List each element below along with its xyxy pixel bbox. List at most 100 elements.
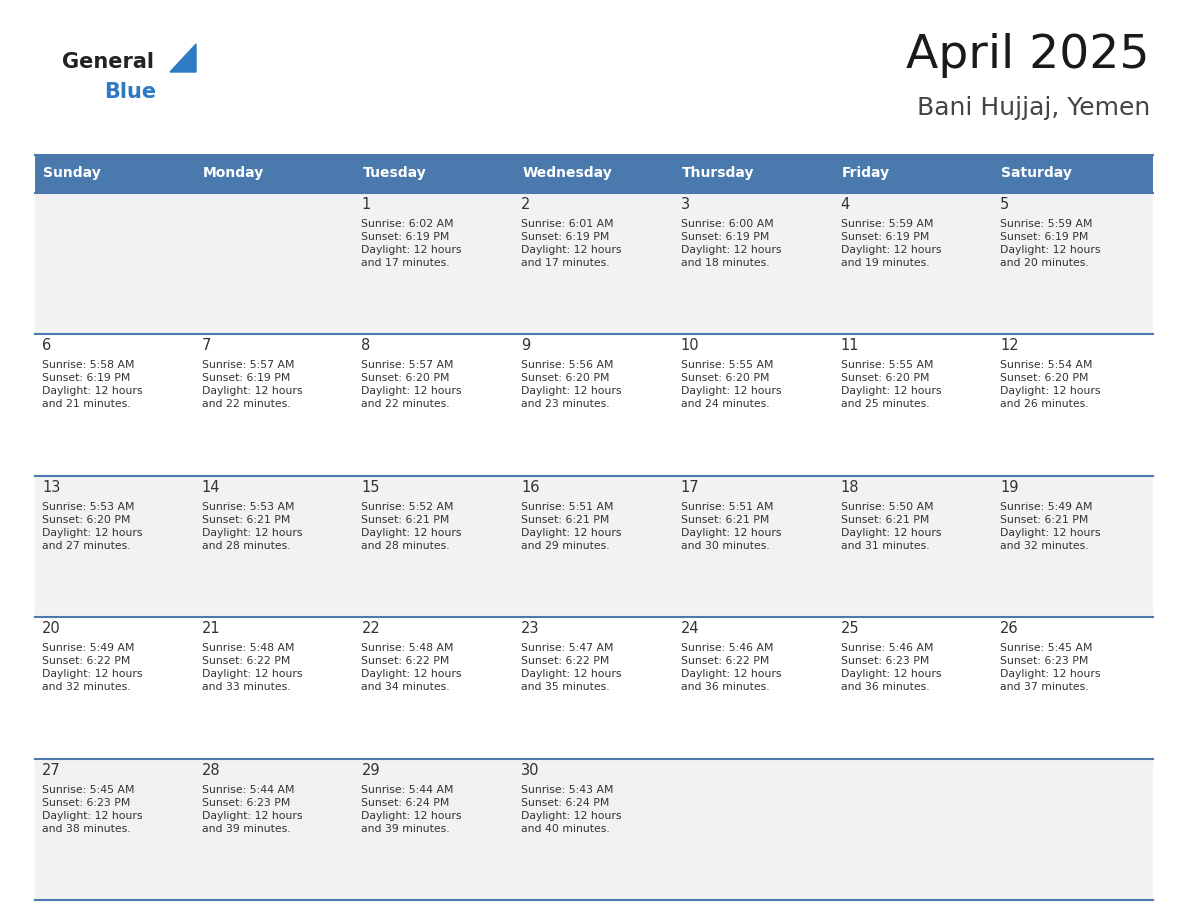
Text: Sunrise: 5:50 AM: Sunrise: 5:50 AM: [841, 502, 934, 512]
Bar: [514, 334, 674, 476]
Bar: [34, 758, 195, 900]
Bar: [674, 334, 834, 476]
Text: and 34 minutes.: and 34 minutes.: [361, 682, 450, 692]
Text: Sunrise: 6:00 AM: Sunrise: 6:00 AM: [681, 219, 773, 229]
Text: Sunset: 6:21 PM: Sunset: 6:21 PM: [202, 515, 290, 525]
Text: 6: 6: [42, 339, 51, 353]
Text: Sunrise: 5:52 AM: Sunrise: 5:52 AM: [361, 502, 454, 512]
Bar: [514, 193, 674, 334]
Text: Sunrise: 5:49 AM: Sunrise: 5:49 AM: [1000, 502, 1093, 512]
Text: Sunset: 6:24 PM: Sunset: 6:24 PM: [361, 798, 450, 808]
Bar: [993, 476, 1154, 617]
Text: Sunset: 6:22 PM: Sunset: 6:22 PM: [42, 656, 131, 666]
Text: Sunrise: 5:53 AM: Sunrise: 5:53 AM: [202, 502, 295, 512]
Text: 10: 10: [681, 339, 700, 353]
Text: Sunset: 6:20 PM: Sunset: 6:20 PM: [841, 374, 929, 384]
Text: Sunset: 6:22 PM: Sunset: 6:22 PM: [681, 656, 770, 666]
Text: Sunset: 6:19 PM: Sunset: 6:19 PM: [841, 232, 929, 242]
Text: 28: 28: [202, 763, 220, 778]
Text: Wednesday: Wednesday: [523, 166, 612, 180]
Text: and 39 minutes.: and 39 minutes.: [202, 823, 290, 834]
Bar: [993, 758, 1154, 900]
Text: Sunset: 6:19 PM: Sunset: 6:19 PM: [1000, 232, 1088, 242]
Text: 21: 21: [202, 621, 220, 636]
Text: Daylight: 12 hours: Daylight: 12 hours: [1000, 245, 1101, 255]
Text: and 21 minutes.: and 21 minutes.: [42, 399, 131, 409]
Text: and 32 minutes.: and 32 minutes.: [1000, 541, 1089, 551]
Bar: [834, 334, 993, 476]
Bar: [34, 334, 195, 476]
Text: Sunrise: 5:54 AM: Sunrise: 5:54 AM: [1000, 361, 1093, 370]
Text: 30: 30: [522, 763, 539, 778]
Text: and 32 minutes.: and 32 minutes.: [42, 682, 131, 692]
Text: Saturday: Saturday: [1001, 166, 1072, 180]
Text: 3: 3: [681, 197, 690, 212]
Text: Sunset: 6:21 PM: Sunset: 6:21 PM: [681, 515, 770, 525]
Text: and 25 minutes.: and 25 minutes.: [841, 399, 929, 409]
Text: 9: 9: [522, 339, 530, 353]
Text: and 22 minutes.: and 22 minutes.: [361, 399, 450, 409]
Text: Sunrise: 5:48 AM: Sunrise: 5:48 AM: [361, 644, 454, 654]
Bar: [993, 334, 1154, 476]
Text: Sunrise: 5:47 AM: Sunrise: 5:47 AM: [522, 644, 614, 654]
Text: Sunrise: 5:45 AM: Sunrise: 5:45 AM: [42, 785, 134, 795]
Text: Daylight: 12 hours: Daylight: 12 hours: [361, 386, 462, 397]
Text: Daylight: 12 hours: Daylight: 12 hours: [42, 669, 143, 679]
Bar: [34, 617, 195, 758]
Bar: [674, 758, 834, 900]
Text: and 37 minutes.: and 37 minutes.: [1000, 682, 1089, 692]
Text: Daylight: 12 hours: Daylight: 12 hours: [361, 811, 462, 821]
Text: Bani Hujjaj, Yemen: Bani Hujjaj, Yemen: [917, 96, 1150, 120]
Text: Sunset: 6:21 PM: Sunset: 6:21 PM: [1000, 515, 1088, 525]
Text: and 31 minutes.: and 31 minutes.: [841, 541, 929, 551]
Text: 5: 5: [1000, 197, 1010, 212]
Text: 23: 23: [522, 621, 539, 636]
Text: 12: 12: [1000, 339, 1019, 353]
Polygon shape: [170, 44, 196, 72]
Text: and 20 minutes.: and 20 minutes.: [1000, 258, 1089, 268]
Text: 19: 19: [1000, 480, 1019, 495]
Bar: [514, 617, 674, 758]
Text: Daylight: 12 hours: Daylight: 12 hours: [202, 669, 302, 679]
Bar: [195, 155, 354, 193]
Text: Daylight: 12 hours: Daylight: 12 hours: [361, 245, 462, 255]
Text: 11: 11: [841, 339, 859, 353]
Bar: [834, 758, 993, 900]
Text: 1: 1: [361, 197, 371, 212]
Text: 29: 29: [361, 763, 380, 778]
Text: Sunset: 6:23 PM: Sunset: 6:23 PM: [1000, 656, 1088, 666]
Text: and 23 minutes.: and 23 minutes.: [522, 399, 609, 409]
Text: and 24 minutes.: and 24 minutes.: [681, 399, 770, 409]
Bar: [674, 476, 834, 617]
Text: Sunset: 6:21 PM: Sunset: 6:21 PM: [522, 515, 609, 525]
Text: Sunrise: 5:46 AM: Sunrise: 5:46 AM: [681, 644, 773, 654]
Text: Sunset: 6:19 PM: Sunset: 6:19 PM: [681, 232, 770, 242]
Text: Daylight: 12 hours: Daylight: 12 hours: [681, 386, 782, 397]
Text: and 39 minutes.: and 39 minutes.: [361, 823, 450, 834]
Text: 20: 20: [42, 621, 61, 636]
Text: Daylight: 12 hours: Daylight: 12 hours: [1000, 528, 1101, 538]
Text: Daylight: 12 hours: Daylight: 12 hours: [42, 528, 143, 538]
Text: Sunset: 6:20 PM: Sunset: 6:20 PM: [42, 515, 131, 525]
Text: 16: 16: [522, 480, 539, 495]
Text: April 2025: April 2025: [906, 33, 1150, 78]
Bar: [195, 193, 354, 334]
Bar: [195, 476, 354, 617]
Text: Daylight: 12 hours: Daylight: 12 hours: [42, 811, 143, 821]
Text: and 18 minutes.: and 18 minutes.: [681, 258, 770, 268]
Text: General: General: [62, 52, 154, 72]
Text: Daylight: 12 hours: Daylight: 12 hours: [681, 245, 782, 255]
Text: Sunrise: 5:57 AM: Sunrise: 5:57 AM: [202, 361, 295, 370]
Bar: [993, 193, 1154, 334]
Text: Sunrise: 5:59 AM: Sunrise: 5:59 AM: [1000, 219, 1093, 229]
Text: 8: 8: [361, 339, 371, 353]
Text: Sunset: 6:20 PM: Sunset: 6:20 PM: [361, 374, 450, 384]
Text: Daylight: 12 hours: Daylight: 12 hours: [841, 245, 941, 255]
Text: Thursday: Thursday: [682, 166, 754, 180]
Text: Daylight: 12 hours: Daylight: 12 hours: [202, 528, 302, 538]
Text: Daylight: 12 hours: Daylight: 12 hours: [202, 811, 302, 821]
Text: 27: 27: [42, 763, 61, 778]
Text: Blue: Blue: [105, 82, 156, 102]
Text: Sunset: 6:22 PM: Sunset: 6:22 PM: [202, 656, 290, 666]
Text: Daylight: 12 hours: Daylight: 12 hours: [522, 669, 621, 679]
